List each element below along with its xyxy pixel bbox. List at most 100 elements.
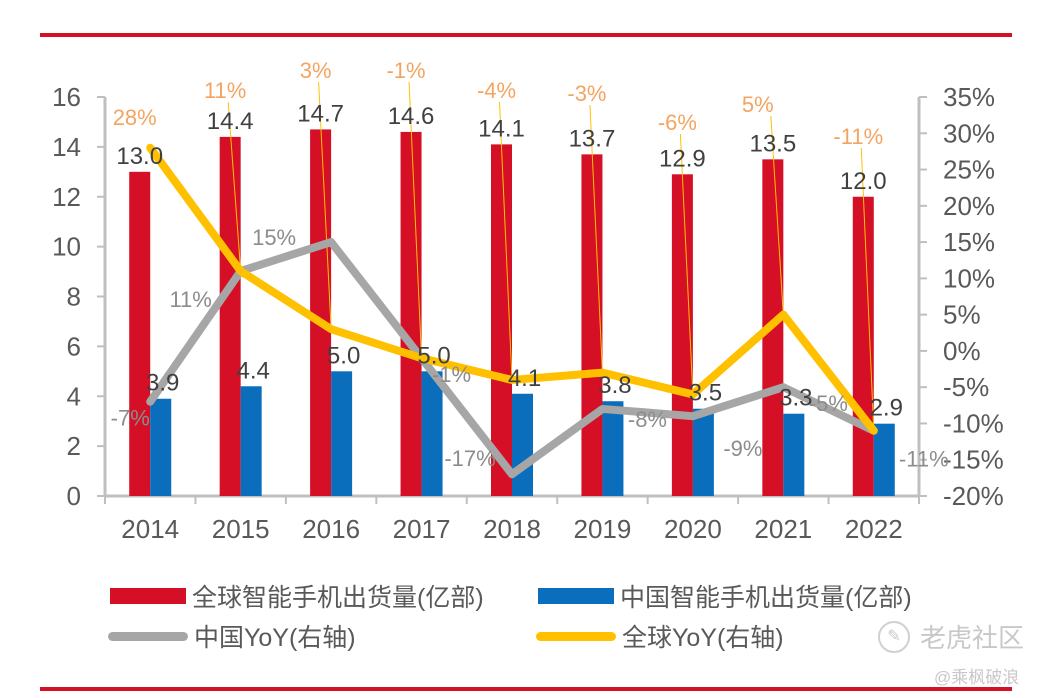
label-china-yoy: -5%: [809, 391, 848, 416]
bar-china-2021: [783, 413, 805, 496]
bar-global-2019: [581, 154, 603, 496]
point-china-yoy: [691, 415, 694, 418]
bar-global-2015: [219, 136, 241, 496]
label-china-yoy: 15%: [252, 225, 296, 250]
legend-swatch-red: [110, 588, 186, 604]
point-china-yoy: [601, 407, 604, 410]
bar-china-2017: [421, 371, 443, 496]
bar-label-global: 14.1: [478, 115, 525, 142]
legend-swatch-yellow: [536, 631, 616, 641]
bar-china-2022: [873, 423, 895, 496]
left-tick-label: 12: [52, 182, 81, 212]
combo-chart: 0 2 4 6 8 10 12 14 16 -20% -15% -10% -5% 0% 5% 10% 15% 20…: [52, 58, 1004, 544]
bar-china-2016: [331, 371, 353, 496]
legend-swatch-gray: [108, 631, 188, 641]
x-tick-label: 2020: [664, 514, 722, 544]
right-tick-label: 25%: [943, 155, 995, 185]
right-tick-label: 20%: [943, 191, 995, 221]
point-china-yoy: [782, 386, 785, 389]
leader-global-yoy: [318, 81, 332, 330]
bar-label-global: 14.4: [207, 108, 254, 135]
bar-label-china: 5.0: [327, 342, 360, 369]
legend-item-china-yoy: 中国YoY(右轴): [108, 618, 356, 654]
bar-global-2017: [400, 131, 422, 496]
label-china-yoy: -17%: [444, 446, 495, 471]
bar-global-2014: [129, 171, 151, 496]
legend-label: 全球YoY(右轴): [622, 624, 784, 652]
point-china-yoy: [330, 241, 333, 244]
legend-label: 中国YoY(右轴): [194, 624, 356, 652]
left-tick-label: 6: [67, 331, 81, 361]
point-global-yoy: [872, 429, 875, 432]
bar-label-global: 12.0: [840, 168, 887, 195]
right-tick-label: -5%: [943, 372, 989, 402]
right-tick-label: -10%: [943, 408, 1004, 438]
point-china-yoy: [511, 473, 513, 476]
bar-label-china: 3.8: [598, 372, 631, 399]
point-global-yoy: [782, 313, 785, 316]
watermark-logo: ✎ 老虎社区: [878, 618, 1024, 655]
x-tick-label: 2016: [302, 514, 360, 544]
bar-label-china: 4.1: [508, 365, 541, 392]
x-tick-label: 2015: [212, 514, 270, 544]
right-tick-label: -20%: [943, 481, 1004, 511]
right-tick-label: 10%: [943, 263, 995, 293]
label-global-yoy: -6%: [658, 110, 697, 135]
point-global-yoy: [420, 357, 423, 360]
left-tick-label: 10: [52, 232, 81, 262]
bar-china-2014: [150, 398, 172, 496]
bar-china-2020: [692, 408, 714, 496]
label-china-yoy: -7%: [111, 406, 150, 431]
bar-global-2022: [852, 196, 874, 496]
legend-item-china-shipments: 中国智能手机出货量(亿部): [538, 578, 912, 614]
label-china-yoy: -1%: [432, 362, 471, 387]
point-china-yoy: [149, 400, 152, 403]
legend-swatch-blue: [538, 588, 614, 604]
left-tick-label: 4: [67, 381, 81, 411]
x-tick-label: 2021: [754, 514, 812, 544]
leader-global-yoy: [770, 115, 784, 315]
label-global-yoy: -4%: [477, 78, 516, 103]
legend-label: 全球智能手机出货量(亿部): [192, 584, 484, 612]
left-tick-label: 14: [52, 132, 81, 162]
leader-global-yoy: [499, 101, 513, 380]
label-global-yoy: 28%: [113, 105, 157, 130]
bottom-rule: [40, 687, 1012, 691]
label-china-yoy: -11%: [899, 447, 949, 472]
bar-label-china: 5.0: [417, 342, 450, 369]
bar-label-global: 14.7: [297, 100, 344, 127]
bar-label-china: 3.9: [146, 370, 179, 397]
label-global-yoy: 11%: [204, 78, 246, 103]
leader-global-yoy: [860, 147, 875, 431]
bar-label-global: 13.0: [116, 143, 163, 170]
bar-global-2016: [310, 129, 332, 496]
point-global-yoy: [511, 378, 513, 381]
right-tick-label: 35%: [943, 82, 995, 112]
label-global-yoy: 5%: [742, 92, 774, 117]
point-global-yoy: [149, 146, 152, 149]
point-global-yoy: [330, 328, 333, 331]
bar-label-global: 13.7: [569, 125, 616, 152]
top-rule: [40, 33, 1012, 37]
x-tick-label: 2014: [121, 514, 179, 544]
bar-label-china: 4.4: [236, 357, 269, 384]
label-global-yoy: -1%: [386, 58, 425, 83]
point-global-yoy: [691, 393, 694, 396]
watermark-author: @乘枫破浪: [934, 668, 1020, 687]
label-china-yoy: 11%: [169, 287, 211, 312]
bar-global-2018: [491, 144, 512, 496]
label-china-yoy: -8%: [628, 407, 667, 432]
bar-label-global: 14.6: [388, 103, 435, 130]
right-tick-label: 30%: [943, 118, 995, 148]
legend-item-global-shipments: 全球智能手机出货量(亿部): [110, 578, 484, 614]
x-tick-label: 2018: [483, 514, 541, 544]
bar-china-2015: [240, 386, 262, 496]
label-global-yoy: 3%: [300, 58, 332, 83]
right-tick-label: -15%: [943, 445, 1004, 475]
label-global-yoy: -11%: [833, 124, 883, 149]
x-tick-label: 2022: [845, 514, 903, 544]
left-tick-label: 0: [67, 481, 81, 511]
watermark-logo-text: 老虎社区: [920, 623, 1025, 653]
leader-global-yoy: [408, 81, 423, 359]
label-global-yoy: -3%: [567, 81, 606, 106]
